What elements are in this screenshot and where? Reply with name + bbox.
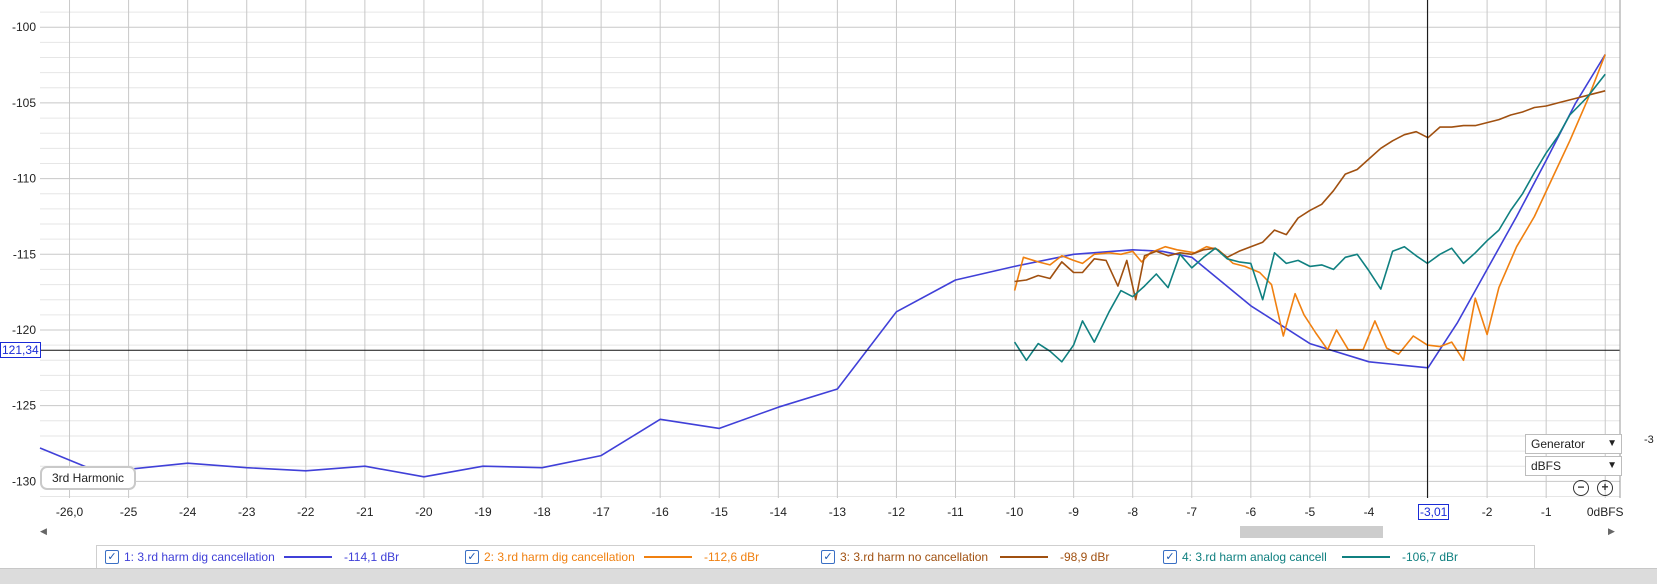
series-4-readout: -106,7 dBr (1402, 550, 1459, 564)
x-tick-label: -14 (770, 505, 788, 519)
y-tick-label: -125 (12, 399, 36, 413)
x-tick-label: -6 (1246, 505, 1257, 519)
series-1-name: 1: 3.rd harm dig cancellation (124, 550, 275, 564)
chart-title-badge: 3rd Harmonic (40, 466, 137, 490)
y-tick-label: -120 (12, 323, 36, 337)
x-tick-label: -10 (1006, 505, 1024, 519)
series-3-line (1014, 90, 1606, 301)
x-tick-label: 0dBFS (1587, 505, 1624, 519)
minor-gridlines (40, 11, 1620, 497)
x-tick-label: -1 (1541, 505, 1552, 519)
x-tick-label: -5 (1305, 505, 1316, 519)
x-tick-label: -7 (1186, 505, 1197, 519)
y-cursor-readout[interactable]: 121,34 (0, 342, 41, 358)
x-tick-label: -21 (356, 505, 374, 519)
major-gridlines (40, 0, 1620, 498)
series-2-readout: -112,6 dBr (704, 550, 760, 564)
series-legend: ✓ 1: 3.rd harm dig cancellation -114,1 d… (96, 545, 1535, 569)
x-tick-label: -26,0 (56, 505, 84, 519)
series-3-name: 3: 3.rd harm no cancellation (840, 550, 989, 564)
x-tick-label: -20 (415, 505, 433, 519)
x-tick-label: -17 (592, 505, 610, 519)
generator-dropdown[interactable]: Generator ▼ (1525, 434, 1622, 454)
horizontal-scrollbar-thumb[interactable] (1240, 526, 1383, 538)
legend-item[interactable]: ✓ 3: 3.rd harm no cancellation -98,9 dBr (821, 546, 1163, 568)
series-4-checkbox[interactable]: ✓ (1163, 550, 1177, 564)
y-tick-label: -115 (13, 247, 36, 261)
x-tick-label: -13 (829, 505, 847, 519)
series-4-name: 4: 3.rd harm analog cancell (1182, 550, 1327, 564)
series-2-checkbox[interactable]: ✓ (465, 550, 479, 564)
x-tick-label: -9 (1068, 505, 1079, 519)
right-edge-tick-label: -3 (1644, 434, 1654, 446)
legend-item[interactable]: ✓ 2: 3.rd harm dig cancellation -112,6 d… (465, 546, 821, 568)
unit-dropdown-label: dBFS (1531, 459, 1562, 473)
generator-dropdown-label: Generator (1531, 437, 1586, 451)
series-1-line (39, 54, 1606, 478)
legend-item[interactable]: ✓ 4: 3.rd harm analog cancell -106,7 dBr (1163, 546, 1458, 568)
plot-area-background (40, 0, 1620, 498)
series-1-readout: -114,1 dBr (344, 550, 400, 564)
x-tick-label: -18 (533, 505, 551, 519)
x-tick-label: -24 (179, 505, 197, 519)
x-cursor-readout[interactable]: -3,01 (1418, 504, 1450, 520)
x-tick-label: -8 (1127, 505, 1138, 519)
x-tick-label: -25 (120, 505, 138, 519)
series-2-swatch (644, 556, 692, 558)
x-axis-tick-labels: -26,0 -25 -24 -23 -22 -21 -20 -19 -18 -17 -16 -15 -1… (56, 505, 1624, 519)
series-4-swatch (1342, 556, 1390, 558)
series-2-line (1013, 54, 1606, 362)
x-tick-label: -4 (1364, 505, 1375, 519)
x-tick-label: -23 (238, 505, 256, 519)
status-strip (0, 568, 1657, 584)
y-axis-tick-labels: -100 -105 -110 -115 -120 -125 -130 (12, 20, 36, 488)
x-tick-label: -2 (1482, 505, 1493, 519)
legend-item[interactable]: ✓ 1: 3.rd harm dig cancellation -114,1 d… (97, 546, 465, 568)
scroll-left-icon[interactable]: ◀ (40, 526, 47, 536)
series-lines (39, 54, 1606, 478)
x-tick-label: -11 (947, 505, 964, 519)
series-4-line (1013, 73, 1606, 363)
series-2-name: 2: 3.rd harm dig cancellation (484, 550, 635, 564)
series-3-readout: -98,9 dBr (1060, 550, 1110, 564)
series-1-checkbox[interactable]: ✓ (105, 550, 119, 564)
scroll-right-icon[interactable]: ▶ (1608, 526, 1615, 536)
x-tick-label: -19 (474, 505, 492, 519)
series-3-swatch (1000, 556, 1048, 558)
x-tick-label: -15 (711, 505, 729, 519)
zoom-out-button[interactable]: − (1573, 480, 1589, 496)
y-tick-label: -105 (12, 96, 36, 110)
x-tick-label: -22 (297, 505, 315, 519)
unit-dropdown[interactable]: dBFS ▼ (1525, 456, 1622, 476)
y-tick-label: -110 (13, 172, 36, 186)
x-tick-label: -12 (888, 505, 906, 519)
zoom-in-button[interactable]: + (1597, 480, 1613, 496)
chevron-down-icon: ▼ (1607, 438, 1617, 449)
chevron-down-icon: ▼ (1607, 460, 1617, 471)
x-tick-label: -16 (652, 505, 670, 519)
series-3-checkbox[interactable]: ✓ (821, 550, 835, 564)
series-1-swatch (284, 556, 332, 558)
y-tick-label: -130 (12, 474, 36, 488)
y-tick-label: -100 (12, 20, 36, 34)
